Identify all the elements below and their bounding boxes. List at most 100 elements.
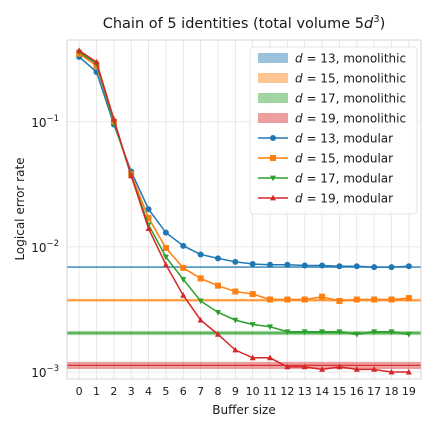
data-point bbox=[180, 264, 187, 271]
data-point bbox=[270, 194, 276, 201]
data-point bbox=[214, 255, 221, 262]
x-tick-label: 4 bbox=[145, 385, 152, 398]
x-tick-label: 12 bbox=[280, 385, 294, 398]
x-tick-label: 5 bbox=[162, 385, 169, 398]
legend-label: d = 19, monolithic bbox=[295, 112, 406, 126]
data-point bbox=[336, 263, 343, 270]
data-point bbox=[180, 242, 187, 249]
data-point bbox=[353, 366, 360, 372]
y-tick-label: 10−3 bbox=[31, 364, 59, 380]
x-tick-label: 19 bbox=[402, 385, 416, 398]
data-point bbox=[162, 244, 169, 251]
data-point bbox=[319, 329, 326, 336]
data-point bbox=[270, 135, 276, 141]
data-point bbox=[232, 317, 239, 324]
x-tick-label: 16 bbox=[350, 385, 364, 398]
data-point bbox=[336, 329, 343, 336]
data-point bbox=[319, 262, 326, 269]
data-point bbox=[353, 331, 360, 338]
x-tick-label: 17 bbox=[367, 385, 381, 398]
x-tick-label: 18 bbox=[385, 385, 399, 398]
data-point bbox=[371, 366, 378, 372]
x-tick-label: 15 bbox=[332, 385, 346, 398]
data-point bbox=[93, 58, 100, 65]
data-point bbox=[301, 262, 308, 269]
data-point bbox=[353, 296, 360, 303]
data-point bbox=[197, 251, 204, 258]
data-point bbox=[145, 225, 152, 232]
data-point bbox=[162, 261, 169, 268]
modular-series bbox=[76, 47, 412, 375]
data-point bbox=[197, 316, 204, 323]
data-point bbox=[336, 363, 343, 370]
data-point bbox=[267, 324, 274, 331]
data-point bbox=[145, 206, 152, 213]
legend-label: d = 15, monolithic bbox=[295, 72, 406, 86]
legend-swatch bbox=[258, 73, 288, 83]
data-point bbox=[232, 258, 239, 265]
data-point bbox=[405, 331, 412, 338]
y-tick-label: 10−2 bbox=[31, 239, 59, 255]
x-tick-label: 2 bbox=[110, 385, 117, 398]
data-point bbox=[284, 363, 291, 370]
y-axis-label: Logical error rate bbox=[13, 157, 27, 260]
y-tick-labels: 10−1 10−2 10−3 bbox=[31, 114, 59, 380]
data-point bbox=[232, 346, 239, 353]
data-point bbox=[267, 354, 274, 361]
data-point bbox=[284, 261, 291, 268]
data-point bbox=[214, 309, 221, 316]
x-tick-labels: 0 1 2 3 4 5 6 7 8 9 10 11 12 13 14 15 16 17 18 19 bbox=[76, 385, 416, 398]
legend-swatch bbox=[258, 53, 288, 63]
chart-title: Chain of 5 identities (total volume 5d3) bbox=[103, 14, 386, 32]
data-point bbox=[180, 292, 187, 298]
data-point bbox=[180, 276, 187, 283]
data-point bbox=[249, 291, 256, 298]
data-point bbox=[267, 296, 274, 303]
x-tick-label: 0 bbox=[76, 385, 83, 398]
data-point bbox=[319, 366, 326, 372]
x-tick-label: 9 bbox=[232, 385, 239, 398]
x-tick-label: 7 bbox=[197, 385, 204, 398]
x-tick-label: 1 bbox=[93, 385, 100, 398]
data-point bbox=[284, 329, 291, 336]
y-tick-label: 10−1 bbox=[31, 114, 59, 130]
data-point bbox=[214, 282, 221, 289]
legend-label: d = 13, monolithic bbox=[295, 52, 406, 66]
data-point bbox=[388, 296, 395, 303]
x-axis-label: Buffer size bbox=[212, 403, 276, 417]
x-tick-label: 8 bbox=[214, 385, 221, 398]
data-point bbox=[405, 368, 412, 375]
x-tick-label: 3 bbox=[128, 385, 135, 398]
data-point bbox=[301, 296, 308, 303]
legend-label: d = 19, modular bbox=[295, 192, 393, 206]
data-point bbox=[197, 298, 204, 305]
legend-swatch bbox=[258, 113, 288, 123]
x-tick-label: 6 bbox=[180, 385, 187, 398]
data-point bbox=[301, 329, 308, 336]
data-point bbox=[145, 215, 152, 222]
legend: d = 13, monolithic d = 15, monolithic d = … bbox=[249, 46, 418, 215]
x-tick-label: 10 bbox=[246, 385, 260, 398]
data-point bbox=[270, 175, 276, 182]
legend-label: d = 13, modular bbox=[295, 132, 393, 146]
data-point bbox=[388, 368, 395, 375]
x-tick-label: 13 bbox=[298, 385, 312, 398]
data-point bbox=[110, 115, 117, 122]
data-point bbox=[128, 172, 135, 179]
data-point bbox=[371, 329, 378, 336]
series-line bbox=[78, 50, 409, 373]
data-point bbox=[270, 155, 276, 161]
plot-frame bbox=[66, 39, 422, 380]
data-point bbox=[249, 261, 256, 268]
data-point bbox=[162, 254, 169, 261]
data-point bbox=[76, 47, 83, 54]
data-point bbox=[197, 275, 204, 282]
x-tick-label: 14 bbox=[315, 385, 329, 398]
data-point bbox=[249, 354, 256, 361]
legend-label: d = 17, modular bbox=[295, 172, 393, 186]
legend-label: d = 17, monolithic bbox=[295, 92, 406, 106]
data-point bbox=[284, 296, 291, 303]
data-point bbox=[405, 295, 412, 302]
data-point bbox=[371, 296, 378, 303]
data-point bbox=[388, 264, 395, 271]
